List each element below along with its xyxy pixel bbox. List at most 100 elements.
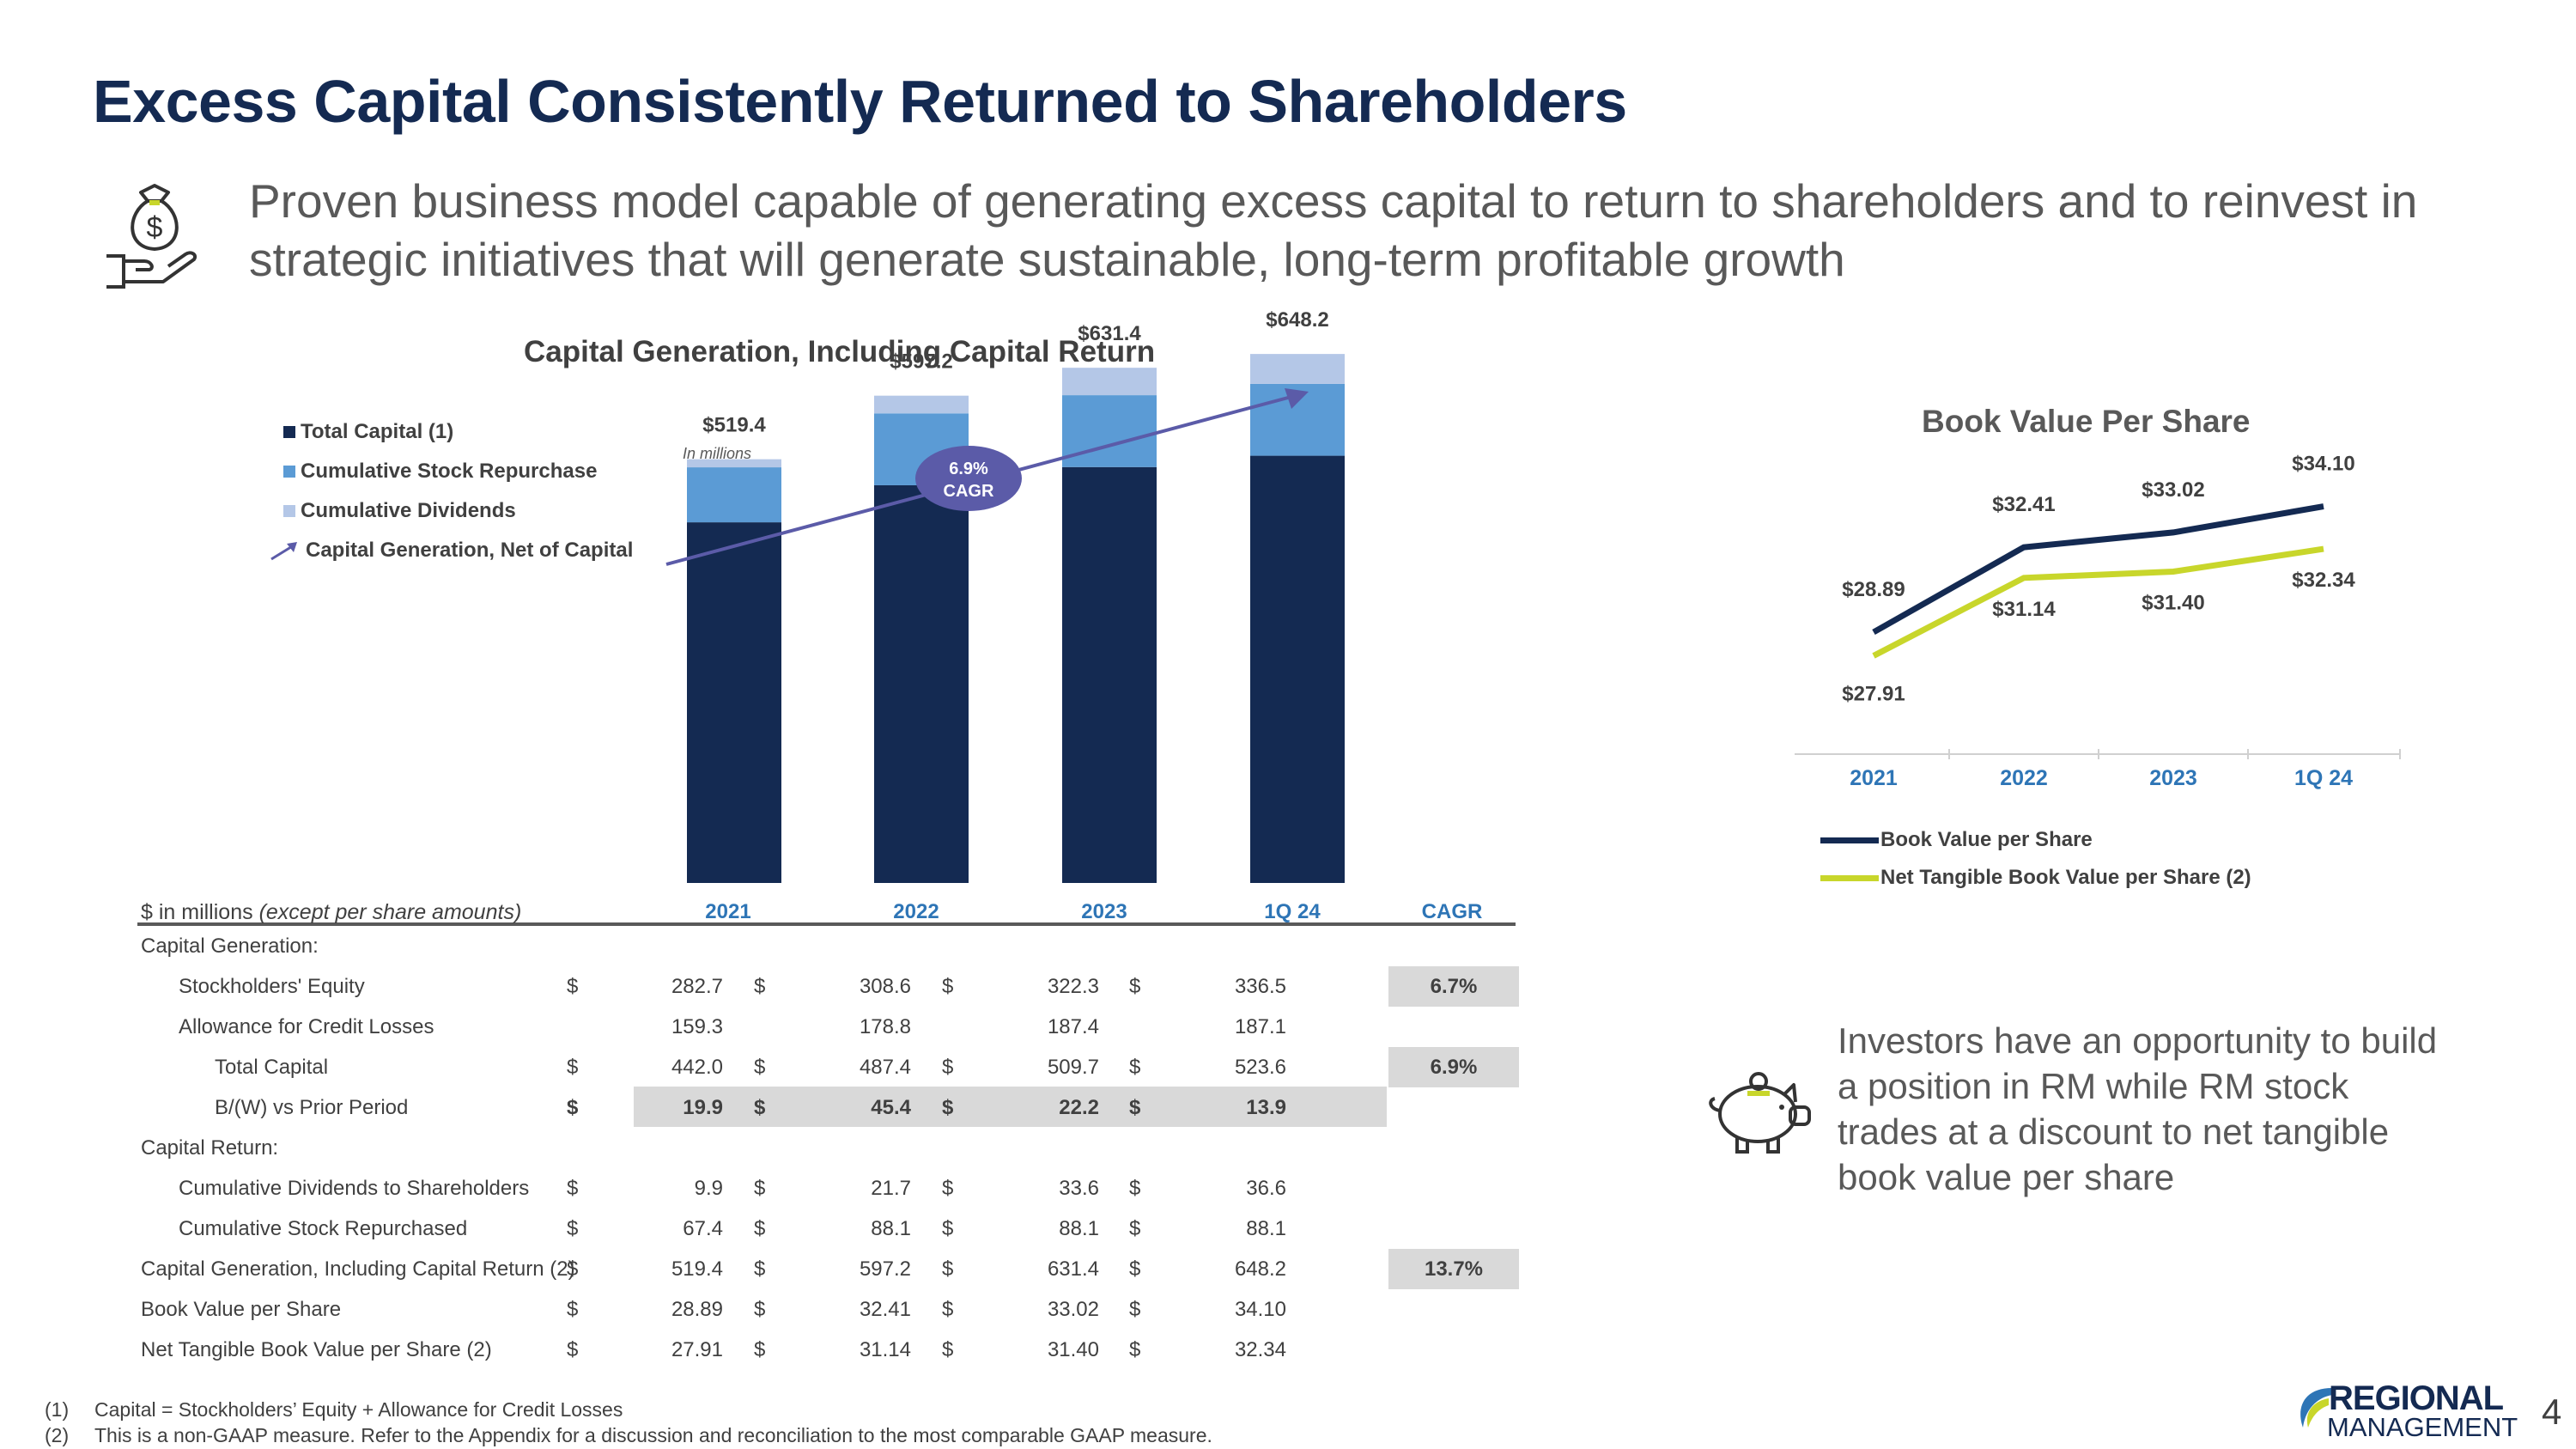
bar-total-label: $519.4 xyxy=(702,414,766,437)
table-cell-value: 487.4 xyxy=(859,1056,911,1079)
page-title: Excess Capital Consistently Returned to … xyxy=(93,68,1627,135)
legend-label: Cumulative Dividends xyxy=(301,499,516,522)
row-label: Net Tangible Book Value per Share (2) xyxy=(141,1338,492,1361)
dollar-sign: $ xyxy=(754,1177,766,1200)
line-series-0 xyxy=(1872,503,2324,636)
x-tick-label: 2021 xyxy=(1850,766,1898,790)
row-cagr: 13.7% xyxy=(1388,1249,1519,1289)
company-logo: REGIONAL MANAGEMENT xyxy=(2294,1379,2522,1442)
header-unit: $ in millions xyxy=(141,900,253,924)
table-cell-value: 45.4 xyxy=(871,1096,911,1119)
bar-segment-2022-2 xyxy=(874,395,969,414)
legend-item-bvps: Book Value per Share xyxy=(1820,821,2251,859)
header-unit-note: (except per share amounts) xyxy=(258,900,522,924)
unit-note: In millions xyxy=(683,445,752,462)
table-section-row: Capital Generation: xyxy=(137,926,1516,966)
legend-item-total-capital: Total Capital (1) xyxy=(283,412,633,452)
row-label: Cumulative Stock Repurchased xyxy=(179,1217,468,1240)
line-data-label: $34.10 xyxy=(2292,453,2354,476)
table-cell-value: 32.34 xyxy=(1234,1338,1286,1361)
table-cell-value: 442.0 xyxy=(671,1056,723,1079)
dollar-sign: $ xyxy=(1129,975,1141,998)
table-cell-value: 21.7 xyxy=(871,1177,911,1200)
table-cell-value: 22.2 xyxy=(1059,1096,1099,1119)
row-label: B/(W) vs Prior Period xyxy=(215,1096,409,1119)
row-label: Total Capital xyxy=(215,1056,329,1079)
bar-total-label: $631.4 xyxy=(1078,322,1141,345)
table-cell-value: 27.91 xyxy=(671,1338,723,1361)
legend-line-lime xyxy=(1820,874,1879,881)
dollar-sign: $ xyxy=(942,1257,954,1281)
legend-item-stock-repurchase: Cumulative Stock Repurchase xyxy=(283,452,633,491)
table-cell-value: 648.2 xyxy=(1234,1257,1286,1281)
page-number: 4 xyxy=(2542,1391,2562,1432)
table-cell-value: 9.9 xyxy=(694,1177,723,1200)
table-cell-value: 88.1 xyxy=(1059,1217,1099,1240)
legend-item-dividends: Cumulative Dividends xyxy=(283,491,633,531)
table-row: Capital Generation, Including Capital Re… xyxy=(137,1249,1519,1289)
legend-label: Book Value per Share xyxy=(1880,828,2093,851)
table-cell-value: 631.4 xyxy=(1047,1257,1099,1281)
table-row: Cumulative Stock Repurchased $67.4 $88.1 $… xyxy=(137,1209,1516,1249)
table-header-row: $ in millions (except per share amounts)… xyxy=(137,892,1516,926)
dollar-sign: $ xyxy=(942,1177,954,1200)
legend-swatch-light-blue xyxy=(283,505,295,517)
row-label: Cumulative Dividends to Shareholders xyxy=(179,1177,530,1200)
table-cell-value: 33.02 xyxy=(1047,1298,1099,1321)
legend-swatch-navy xyxy=(283,426,295,438)
table-cell-value: 33.6 xyxy=(1059,1177,1099,1200)
table-cell-value: 308.6 xyxy=(859,975,911,998)
line-data-label: $32.41 xyxy=(1992,493,2055,516)
bar-segment-2021-2 xyxy=(687,459,781,468)
table-cell-value: 322.3 xyxy=(1047,975,1099,998)
bar-segment-2021-0 xyxy=(687,522,781,883)
dollar-sign: $ xyxy=(1129,1257,1141,1281)
row-label: Allowance for Credit Losses xyxy=(179,1015,434,1038)
row-cagr: 6.7% xyxy=(1388,966,1519,1007)
row-label: Book Value per Share xyxy=(141,1298,342,1321)
cagr-badge xyxy=(915,446,1022,511)
table-year-header: 1Q 24 xyxy=(1264,900,1321,923)
dollar-sign: $ xyxy=(942,1217,954,1240)
dollar-sign: $ xyxy=(754,1338,766,1361)
dollar-sign: $ xyxy=(754,1217,766,1240)
line-data-label: $31.14 xyxy=(1992,598,2056,621)
capital-chart-title: Capital Generation, Including Capital Re… xyxy=(524,335,1156,368)
line-series-1 xyxy=(1872,545,2324,659)
capital-chart-legend: Total Capital (1) Cumulative Stock Repur… xyxy=(270,412,633,570)
footnote-number: (2) xyxy=(45,1424,70,1446)
table-cell-value: 509.7 xyxy=(1047,1056,1099,1079)
table-cell-value: 34.10 xyxy=(1234,1298,1286,1321)
row-label: Capital Generation, Including Capital Re… xyxy=(141,1257,575,1281)
table-row: Book Value per Share $28.89 $32.41 $33.02 $… xyxy=(137,1289,1516,1330)
bvps-legend: Book Value per Share Net Tangible Book V… xyxy=(1820,821,2251,897)
row-label: Stockholders' Equity xyxy=(179,975,365,998)
table-cell-value: 67.4 xyxy=(683,1217,723,1240)
footnote: (1) Capital = Stockholders’ Equity + All… xyxy=(45,1397,1212,1422)
bar-segment-2022-0 xyxy=(874,484,969,883)
investors-callout: Investors have an opportunity to build a… xyxy=(1838,1020,2438,1197)
section-label: Capital Generation: xyxy=(141,935,319,958)
table-row: Net Tangible Book Value per Share (2) $2… xyxy=(137,1330,1516,1370)
x-tick-label: 2022 xyxy=(2000,766,2048,790)
capital-bar-chart: $519.4 $597.2 $631.4 $648.2 6.9% CAGR xyxy=(665,308,1345,883)
dollar-sign: $ xyxy=(1129,1056,1141,1079)
bar-total-label: $597.2 xyxy=(890,350,952,374)
dollar-sign: $ xyxy=(567,1096,579,1119)
arrow-icon xyxy=(270,542,297,561)
footnote-text: Capital = Stockholders’ Equity + Allowan… xyxy=(94,1398,623,1421)
logo-line1: REGIONAL xyxy=(2329,1379,2504,1417)
table-cell-value: 159.3 xyxy=(671,1015,723,1038)
legend-label: Cumulative Stock Repurchase xyxy=(301,460,598,483)
table-cell-value: 597.2 xyxy=(859,1257,911,1281)
dollar-sign: $ xyxy=(942,1096,954,1119)
table-cell-value: 31.40 xyxy=(1047,1338,1099,1361)
legend-label: Net Tangible Book Value per Share (2) xyxy=(1880,866,2251,889)
table-year-header: 2023 xyxy=(1081,900,1127,923)
table-cell-value: 13.9 xyxy=(1246,1096,1286,1119)
bar-segment-2021-1 xyxy=(687,467,781,523)
money-bag-hand-icon: $ xyxy=(106,184,197,289)
table-cell-value: 282.7 xyxy=(671,975,723,998)
table-cell-value: 336.5 xyxy=(1234,975,1286,998)
table-cell-value: 187.1 xyxy=(1234,1015,1286,1038)
